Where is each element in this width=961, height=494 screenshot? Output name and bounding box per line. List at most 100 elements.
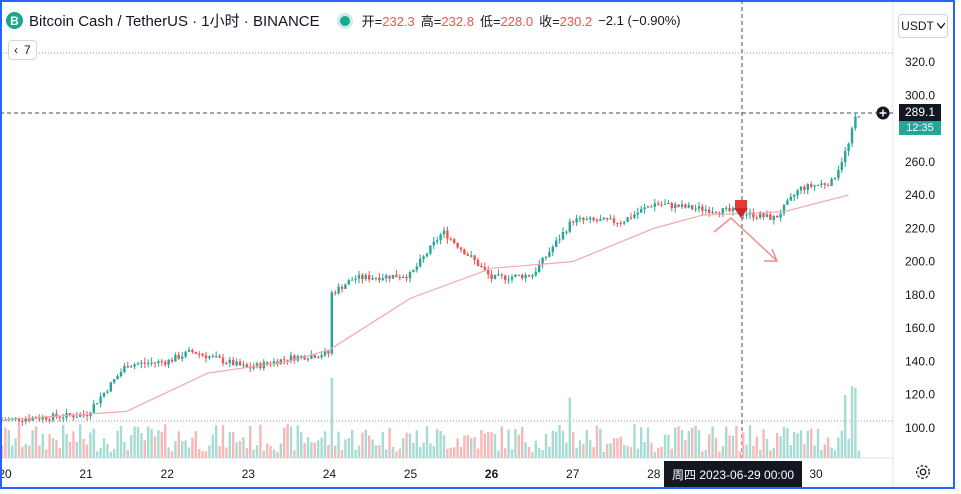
candle-body — [548, 252, 551, 257]
add-price-alert-icon[interactable] — [875, 105, 891, 121]
ohlc-high: 高=232.8 — [420, 14, 474, 29]
candle-body — [609, 218, 612, 220]
volume-bar — [806, 430, 809, 458]
volume-bar — [816, 428, 820, 458]
volume-bar — [776, 432, 779, 458]
candle-body — [255, 363, 259, 368]
volume-bar — [232, 432, 235, 458]
candle-body — [480, 266, 483, 268]
volume-bar — [269, 445, 272, 458]
candle-body — [439, 234, 442, 241]
gear-icon[interactable] — [914, 463, 932, 481]
candle-body — [667, 203, 670, 205]
candle-body — [830, 178, 833, 186]
volume-bar — [459, 447, 463, 458]
candle-body — [493, 274, 497, 279]
volume-bar — [7, 430, 10, 458]
candle-body — [313, 355, 316, 358]
volume-bar — [204, 451, 208, 458]
x-tick-label: 27 — [566, 467, 580, 481]
volume-bar — [323, 431, 327, 458]
volume-bar — [833, 450, 837, 458]
volume-bar — [514, 429, 517, 458]
volume-bar — [79, 424, 82, 458]
volume-bar — [507, 429, 510, 458]
volume-bar — [718, 451, 721, 458]
candle-body — [191, 349, 194, 352]
volume-bar — [827, 437, 830, 458]
volume-bar — [255, 445, 259, 458]
volume-bar — [606, 443, 609, 458]
candle-body — [238, 361, 242, 366]
volume-bar — [317, 440, 320, 458]
volume-bar — [306, 437, 310, 458]
volume-bar — [279, 443, 282, 458]
candle-body — [140, 362, 143, 364]
volume-bar — [755, 436, 758, 458]
volume-bar — [765, 438, 769, 458]
candle-body — [119, 372, 123, 377]
currency-selector[interactable]: USDT — [898, 14, 948, 38]
candle-body — [684, 204, 687, 208]
volume-bar — [31, 430, 34, 458]
candle-body — [167, 359, 170, 365]
candle-body — [41, 416, 44, 420]
candle-body — [459, 247, 463, 250]
candle-body — [704, 209, 707, 211]
candle-body — [55, 413, 58, 417]
volume-bar — [456, 438, 459, 458]
candle-body — [555, 240, 558, 247]
candle-body — [844, 151, 847, 163]
candle-body — [272, 361, 276, 365]
volume-bar — [483, 433, 486, 458]
volume-bar — [680, 429, 684, 458]
volume-bar — [697, 430, 701, 458]
candle-body — [150, 362, 153, 364]
candle-body — [381, 278, 384, 281]
volume-bar — [789, 445, 792, 458]
volume-bar — [252, 449, 255, 458]
candle-body — [327, 351, 330, 354]
candle-body — [310, 355, 313, 359]
volume-bar — [779, 436, 782, 458]
volume-bar — [538, 447, 541, 458]
candle-body — [442, 230, 446, 235]
candle-body — [725, 207, 728, 209]
ohlc-change: −2.1 (−0.90%) — [598, 13, 681, 28]
market-status-icon — [339, 15, 350, 26]
volume-bar — [714, 437, 718, 458]
candle-body — [490, 274, 493, 279]
volume-bar — [422, 442, 425, 458]
volume-bar — [147, 426, 150, 458]
volume-bar — [653, 451, 656, 458]
candle-body — [606, 217, 609, 220]
candle-body — [177, 355, 180, 359]
volume-bar — [136, 426, 140, 458]
x-tick-label: 20 — [0, 467, 12, 481]
volume-bar — [327, 444, 330, 458]
volume-bar — [368, 435, 371, 458]
volume-bar — [470, 437, 473, 458]
volume-bar — [480, 429, 483, 458]
candle-body — [558, 239, 561, 241]
candle-body — [823, 183, 826, 185]
candle-body — [779, 213, 782, 218]
volume-bar — [466, 435, 469, 458]
candle-body — [680, 204, 684, 207]
candle-body — [388, 275, 391, 279]
candle-body — [718, 213, 721, 215]
indicators-toggle[interactable]: ‹ 7 — [8, 40, 37, 60]
candle-body — [429, 245, 432, 254]
volume-bar — [439, 430, 442, 458]
candle-body — [415, 266, 418, 270]
candle-body — [731, 208, 735, 212]
symbol-title[interactable]: Bitcoin Cash / TetherUS · 1小时 · BINANCE — [29, 13, 320, 30]
volume-bar — [803, 444, 806, 458]
y-tick-label: 100.0 — [905, 421, 935, 435]
candle-body — [92, 404, 95, 413]
candle-body — [398, 277, 401, 279]
candle-body — [762, 213, 765, 217]
